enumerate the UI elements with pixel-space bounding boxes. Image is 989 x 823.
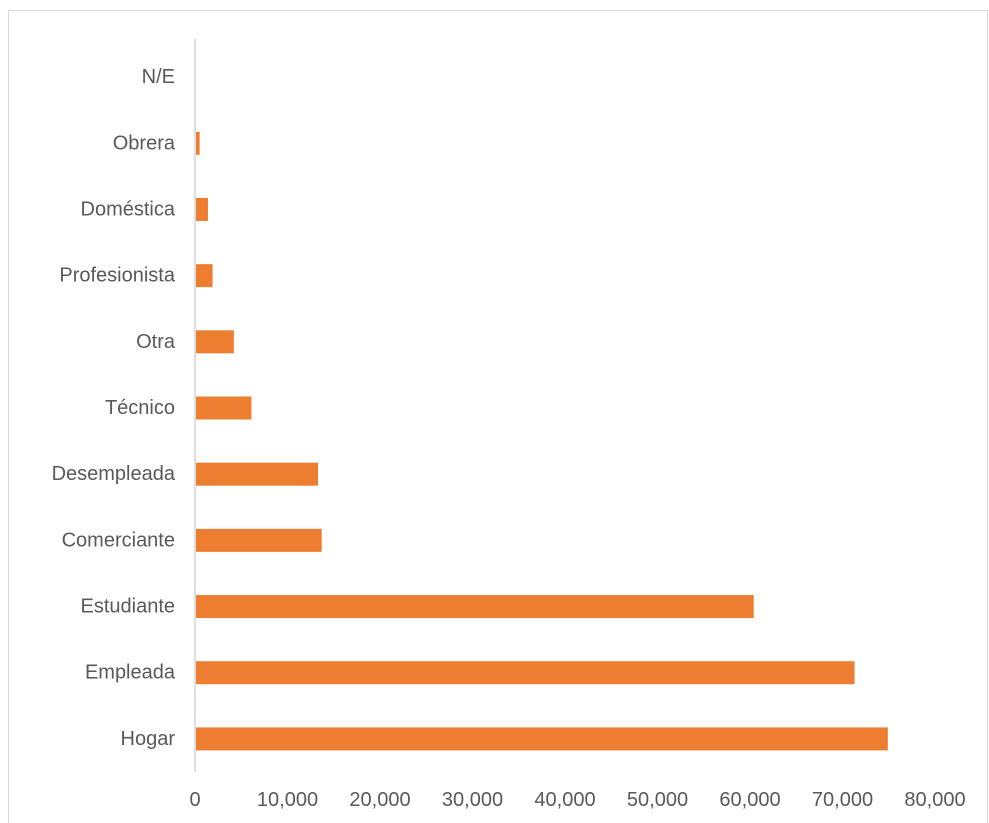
category-label-desempleada: Desempleada (52, 463, 176, 485)
category-label-obrera: Obrera (113, 132, 176, 154)
bar-tecnico (196, 396, 252, 420)
bar-estudiante (196, 595, 754, 619)
category-labels: N/E Obrera Doméstica Profesionista Otra Técni… (52, 66, 176, 750)
x-tick-label: 70,000 (812, 789, 873, 811)
bars-layer (196, 131, 888, 751)
category-label-hogar: Hogar (121, 728, 176, 750)
x-tick-label: 40,000 (534, 789, 595, 811)
bar-otra (196, 330, 234, 354)
x-tick-labels: 0 10,000 20,000 30,000 40,000 50,000 60,000 70,… (189, 789, 965, 811)
bar-empleada (196, 661, 855, 685)
chart-frame (8, 10, 988, 823)
bar-profesionista (196, 264, 213, 288)
bar-desempleada (196, 462, 319, 486)
bar-comerciante (196, 528, 322, 552)
category-label-otra: Otra (136, 331, 176, 353)
x-tick-label: 0 (189, 789, 200, 811)
category-label-n-e: N/E (142, 66, 175, 88)
category-label-empleada: Empleada (85, 662, 176, 684)
x-tick-label: 80,000 (904, 789, 965, 811)
bar-hogar (196, 727, 888, 751)
x-tick-label: 10,000 (257, 789, 318, 811)
category-label-comerciante: Comerciante (62, 529, 175, 551)
category-label-estudiante: Estudiante (80, 596, 175, 618)
category-label-profesionista: Profesionista (59, 265, 175, 287)
category-label-domestica: Doméstica (81, 198, 176, 220)
category-label-tecnico: Técnico (105, 397, 175, 419)
x-tick-label: 60,000 (719, 789, 780, 811)
bar-obrera (196, 131, 200, 155)
x-tick-label: 20,000 (349, 789, 410, 811)
bar-domestica (196, 197, 208, 221)
x-tick-label: 30,000 (442, 789, 503, 811)
x-tick-label: 50,000 (627, 789, 688, 811)
